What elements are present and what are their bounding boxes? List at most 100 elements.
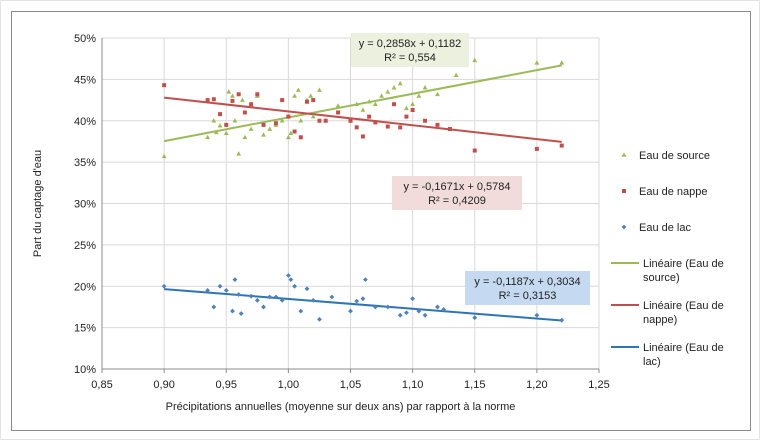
point-series-2 [288, 277, 294, 283]
point-series-1 [435, 122, 440, 127]
point-series-0 [240, 97, 245, 102]
gridlines [101, 37, 600, 370]
y-axis-title: Part du captage d'eau [32, 150, 44, 257]
point-series-2 [422, 312, 428, 318]
x-tick-label: 0,90 [153, 379, 174, 391]
y-tick-label: 35% [74, 157, 96, 169]
point-series-0 [298, 118, 304, 123]
equation-text: y = -0,1187x + 0,3034 [474, 276, 580, 288]
point-series-1 [398, 125, 403, 130]
legend-item-0: Eau de source [621, 150, 710, 162]
point-series-1 [261, 122, 266, 127]
point-series-2 [217, 283, 223, 289]
point-series-2 [261, 304, 266, 310]
point-series-2 [211, 304, 217, 310]
legend-item-2: Eau de lac [621, 222, 691, 234]
point-series-0 [422, 85, 428, 90]
point-series-2 [292, 283, 297, 289]
point-series-0 [213, 129, 219, 135]
y-tick-label: 10% [74, 364, 96, 376]
x-axis-title: Précipitations annuelles (moyenne sur de… [166, 401, 516, 413]
point-series-1 [230, 98, 235, 103]
point-series-2 [472, 315, 478, 321]
x-tick-label: 1,10 [402, 379, 423, 391]
point-series-2 [304, 286, 310, 292]
equation-box [392, 176, 522, 210]
point-series-0 [391, 85, 397, 90]
equation-text: y = -0,1671x + 0,5784 [403, 181, 510, 193]
legend-item-5: Linéaire (Eau de lac) [611, 342, 724, 368]
point-series-0 [472, 57, 478, 63]
point-series-1 [255, 92, 260, 97]
point-series-0 [404, 105, 409, 111]
x-tick-label: 1,25 [588, 379, 609, 391]
point-series-0 [205, 134, 211, 140]
x-tick-label: 1,15 [464, 379, 485, 391]
equation-labels: y = 0,2858x + 0,1182 R² = 0,554 y = -0,167… [351, 33, 590, 305]
point-series-1 [286, 114, 291, 119]
point-series-1 [354, 125, 359, 130]
trendline-1 [164, 96, 562, 143]
point-series-2 [285, 273, 291, 278]
x-tick-label: 1,05 [340, 379, 361, 391]
y-tick-label: 45% [74, 74, 96, 86]
legend-item-4: Linéaire (Eau de nappe) [611, 300, 724, 326]
y-tick-label: 15% [74, 323, 96, 335]
x-tick-label: 1,20 [526, 379, 547, 391]
point-series-1 [317, 118, 322, 123]
legend-item-1: Eau de nappe [622, 186, 708, 198]
legend-marker [621, 224, 627, 230]
legend-marker [621, 152, 627, 157]
point-series-0 [232, 118, 238, 123]
legend-item-3: Linéaire (Eau de source) [611, 258, 724, 284]
point-series-2 [223, 287, 229, 293]
x-tick-label: 0,95 [216, 379, 237, 391]
point-series-2 [310, 297, 316, 303]
point-series-2 [372, 304, 378, 310]
legend-label: Linéaire (Eau de lac) [643, 342, 724, 368]
point-series-2 [397, 312, 403, 318]
point-series-1 [534, 146, 539, 151]
point-series-1 [236, 92, 241, 97]
point-series-2 [360, 296, 366, 302]
legend-label: Linéaire (Eau de nappe) [643, 300, 724, 326]
point-series-1 [292, 129, 297, 134]
point-series-1 [559, 143, 564, 148]
x-tick-label: 1,00 [278, 379, 299, 391]
y-tick-label: 50% [74, 33, 96, 45]
point-series-0 [435, 91, 440, 97]
point-series-0 [226, 89, 232, 94]
point-series-0 [372, 101, 378, 106]
point-series-1 [305, 99, 310, 104]
point-series-1 [311, 98, 316, 103]
legend-label: Eau de lac [639, 222, 691, 234]
point-series-2 [238, 311, 244, 316]
equation-label-0: y = 0,2858x + 0,1182 R² = 0,554 [351, 33, 469, 67]
point-series-0 [397, 80, 403, 86]
point-series-1 [373, 120, 378, 125]
point-series-0 [366, 99, 372, 104]
point-series-1 [323, 118, 328, 123]
y-tick-label: 25% [74, 240, 96, 252]
legend-label: Eau de nappe [639, 186, 708, 198]
point-series-0 [292, 93, 297, 98]
point-series-1 [410, 107, 415, 112]
point-series-2 [205, 287, 211, 293]
point-series-1 [391, 102, 396, 107]
x-tick-label: 0,85 [91, 379, 112, 391]
point-series-1 [211, 97, 216, 102]
equation-label-2: y = -0,1187x + 0,3034 R² = 0,3153 [465, 271, 590, 305]
equation-label-1: y = -0,1671x + 0,5784 R² = 0,4209 [392, 176, 522, 210]
point-series-2 [416, 308, 422, 314]
point-series-0 [261, 132, 266, 137]
point-series-1 [423, 118, 428, 123]
point-series-1 [472, 148, 477, 153]
point-series-1 [367, 114, 372, 119]
y-tick-label: 40% [74, 116, 96, 128]
point-series-1 [218, 112, 223, 117]
point-series-0 [416, 93, 422, 98]
point-series-1 [273, 121, 278, 126]
point-series-2 [317, 316, 322, 322]
point-series-2 [254, 297, 260, 303]
r-squared-text: R² = 0,3153 [499, 290, 557, 302]
